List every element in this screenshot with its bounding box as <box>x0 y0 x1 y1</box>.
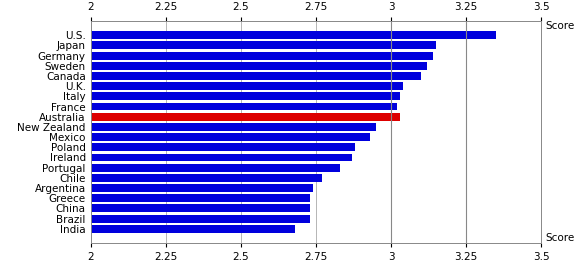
Bar <box>91 102 397 111</box>
Bar <box>91 174 322 182</box>
Bar <box>91 143 355 151</box>
Bar <box>91 92 400 100</box>
Bar <box>91 225 295 233</box>
Text: Score: Score <box>546 233 575 243</box>
Bar <box>91 72 421 80</box>
Bar <box>91 153 352 162</box>
Text: Score: Score <box>546 21 575 31</box>
Bar <box>91 164 340 172</box>
Bar <box>91 184 313 192</box>
Bar <box>91 31 496 39</box>
Bar <box>91 41 436 49</box>
Bar <box>91 133 370 141</box>
Bar <box>91 82 403 90</box>
Bar <box>91 123 376 131</box>
Bar <box>91 215 310 223</box>
Bar <box>91 51 433 60</box>
Bar <box>91 204 310 213</box>
Bar <box>91 113 400 121</box>
Bar <box>91 194 310 202</box>
Bar <box>91 62 427 70</box>
